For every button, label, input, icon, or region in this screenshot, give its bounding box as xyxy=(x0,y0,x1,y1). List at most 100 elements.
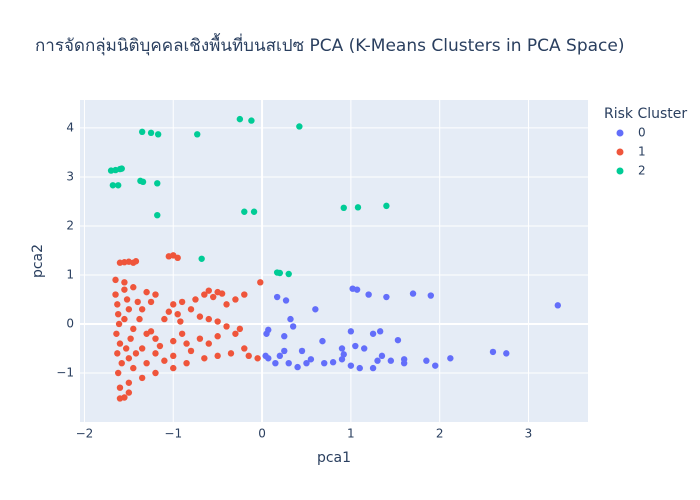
point xyxy=(383,293,390,301)
legend-marker xyxy=(616,148,624,156)
x-tick-label: 1 xyxy=(347,427,355,441)
point xyxy=(294,363,301,371)
point xyxy=(232,296,239,303)
x-tick-label: 2 xyxy=(436,427,444,441)
point xyxy=(400,359,408,367)
point xyxy=(147,129,155,137)
point xyxy=(116,395,124,402)
point xyxy=(214,352,221,360)
point xyxy=(196,335,204,342)
point xyxy=(132,258,140,265)
point xyxy=(183,340,190,347)
grid xyxy=(80,100,588,422)
point xyxy=(161,357,168,364)
point xyxy=(136,315,143,323)
point xyxy=(257,279,264,286)
point xyxy=(387,357,395,364)
point xyxy=(218,290,226,297)
point xyxy=(114,301,121,308)
point xyxy=(174,310,181,318)
point xyxy=(447,355,454,362)
point xyxy=(287,315,294,323)
point xyxy=(394,336,402,344)
point xyxy=(114,182,122,189)
point xyxy=(223,323,230,330)
point xyxy=(178,330,186,337)
point xyxy=(241,291,248,298)
point xyxy=(298,347,306,355)
point xyxy=(109,182,117,189)
point xyxy=(340,204,347,212)
point xyxy=(236,115,244,123)
point xyxy=(427,292,435,299)
point xyxy=(312,306,319,313)
point xyxy=(296,123,303,130)
point xyxy=(423,357,430,364)
point xyxy=(127,335,134,342)
legend-marker xyxy=(616,129,624,137)
point xyxy=(254,355,261,362)
point xyxy=(214,318,221,325)
point xyxy=(409,290,417,297)
point xyxy=(276,352,284,360)
y-tick-label: −1 xyxy=(56,365,74,379)
point xyxy=(374,357,381,364)
point xyxy=(132,350,140,357)
point xyxy=(369,364,377,372)
point xyxy=(356,364,363,372)
point xyxy=(319,337,326,345)
marks xyxy=(107,115,562,402)
point xyxy=(187,347,195,355)
y-tick-label: 4 xyxy=(66,120,74,134)
point xyxy=(170,301,177,308)
legend-label: 1 xyxy=(638,145,646,159)
y-tick-label: 2 xyxy=(66,218,74,232)
point xyxy=(201,355,208,362)
point xyxy=(115,320,123,328)
point xyxy=(289,323,297,330)
point xyxy=(263,330,270,337)
point xyxy=(161,315,168,323)
point xyxy=(125,379,133,386)
point xyxy=(503,350,510,357)
point xyxy=(194,131,201,138)
point xyxy=(347,362,355,369)
point xyxy=(338,356,346,363)
point xyxy=(170,352,177,360)
point xyxy=(232,330,239,337)
plot-background xyxy=(80,100,588,422)
point xyxy=(223,301,230,308)
point xyxy=(282,297,290,304)
point xyxy=(152,350,159,357)
point xyxy=(143,288,150,296)
point xyxy=(303,359,310,367)
point xyxy=(147,328,155,335)
point xyxy=(123,296,131,303)
point xyxy=(116,340,124,347)
point xyxy=(272,359,279,367)
x-tick-label: 0 xyxy=(258,427,266,441)
point xyxy=(307,356,315,363)
y-tick-label: 3 xyxy=(66,169,74,183)
point xyxy=(250,208,258,215)
point xyxy=(125,306,133,313)
point xyxy=(354,204,362,211)
point xyxy=(273,269,281,276)
point xyxy=(114,310,122,318)
point xyxy=(116,384,124,391)
chart-title: การจัดกลุ่มนิติบุคคลเชิงพื้นที่บนสเปซ PC… xyxy=(35,33,624,56)
point xyxy=(236,325,244,333)
point xyxy=(378,352,386,360)
point xyxy=(201,291,208,298)
y-axis-title: pca2 xyxy=(30,244,46,278)
point xyxy=(369,330,377,337)
point xyxy=(114,369,122,377)
point xyxy=(112,291,119,298)
point xyxy=(121,279,128,286)
x-tick-label: −1 xyxy=(164,427,182,441)
y-tick-label: 0 xyxy=(66,316,74,330)
point xyxy=(241,345,248,352)
point xyxy=(281,347,288,355)
point xyxy=(118,359,125,367)
